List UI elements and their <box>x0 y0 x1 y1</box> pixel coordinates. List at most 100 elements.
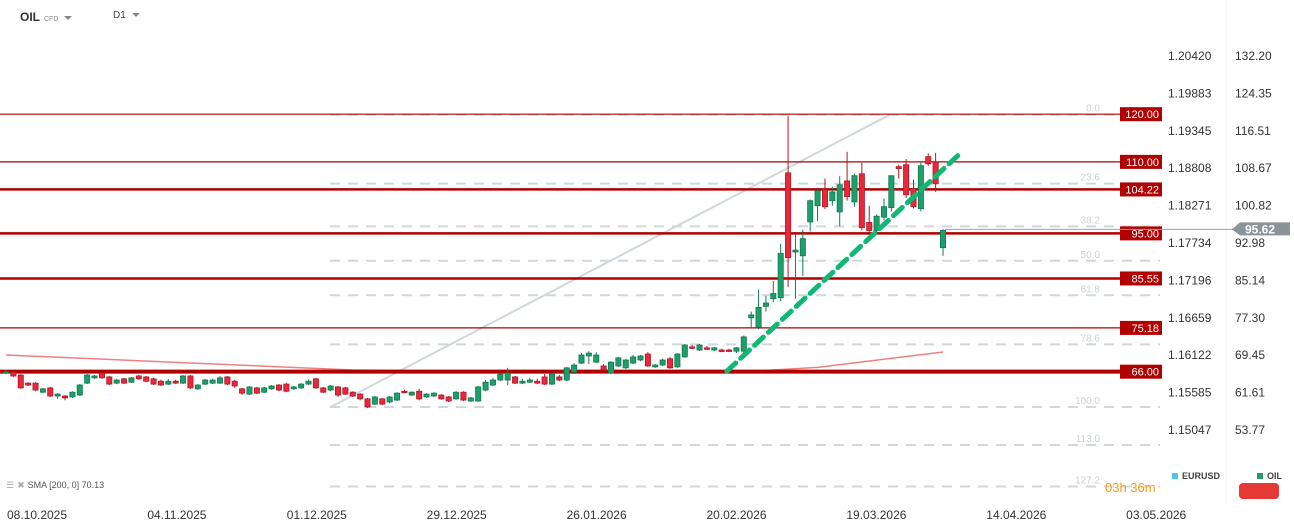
candle <box>844 151 851 201</box>
candle <box>283 383 290 393</box>
fib-level-label: 50.0 <box>1081 250 1101 261</box>
candle <box>135 375 142 380</box>
sell-button[interactable] <box>1239 483 1279 499</box>
date-tick: 26.01.2026 <box>567 508 627 522</box>
candle-body <box>534 380 541 384</box>
candle <box>335 385 342 397</box>
candle <box>84 374 91 385</box>
candle-body <box>157 380 164 386</box>
candle <box>423 393 430 398</box>
candle <box>519 378 526 385</box>
candle-body <box>430 392 437 397</box>
candle <box>925 153 932 166</box>
candle-body <box>497 373 504 381</box>
candle <box>275 384 282 392</box>
candle <box>150 377 157 386</box>
candle <box>858 162 865 231</box>
candle <box>659 358 666 366</box>
candle <box>401 389 408 394</box>
candle <box>408 391 415 396</box>
level-label: 66.00 <box>1131 367 1159 379</box>
candle <box>785 116 792 287</box>
candle <box>253 386 260 395</box>
candle-body <box>335 386 342 396</box>
candle <box>578 353 585 365</box>
candle <box>165 378 172 386</box>
fib-level-label: 113.0 <box>1076 434 1101 445</box>
candle <box>430 392 437 397</box>
candle <box>379 397 386 406</box>
candle <box>762 295 769 312</box>
candle-body <box>283 383 290 392</box>
candle-body <box>39 388 46 393</box>
candle-body <box>888 175 895 209</box>
settings-icon[interactable]: ☰ <box>6 480 15 490</box>
date-tick: 03.05.2026 <box>1126 508 1186 522</box>
candle-body <box>873 215 880 231</box>
candle-body <box>349 391 356 397</box>
candle-body <box>305 380 312 385</box>
candle-body <box>180 375 187 384</box>
candle <box>940 229 947 256</box>
candle <box>246 385 253 396</box>
candle-body <box>866 222 873 231</box>
candle <box>239 387 246 396</box>
price-tick-eurusd: 1.19345 <box>1168 124 1212 138</box>
legend-swatch <box>1172 473 1178 479</box>
level-label: 120.00 <box>1125 109 1159 121</box>
candle <box>305 379 312 386</box>
candle-body <box>275 384 282 391</box>
candle-body <box>224 376 231 385</box>
candle-body <box>54 393 61 397</box>
candle <box>829 186 836 206</box>
candle <box>47 386 54 397</box>
candle-body <box>25 382 32 386</box>
candle <box>512 375 519 385</box>
price-tick-eurusd: 1.19883 <box>1168 86 1212 100</box>
candle <box>3 370 9 375</box>
candle <box>777 243 784 302</box>
candle-body <box>438 394 445 400</box>
candle-body <box>246 386 253 395</box>
fib-anchor-line <box>330 113 891 408</box>
timeframe-selector[interactable]: D1 <box>113 10 140 21</box>
candles <box>3 116 947 408</box>
candle <box>106 375 113 386</box>
date-tick: 08.10.2025 <box>7 508 67 522</box>
candle-body <box>851 175 858 203</box>
candle <box>194 384 201 390</box>
candle-body <box>475 386 482 402</box>
candle-body <box>209 379 216 384</box>
candle-body <box>386 396 393 403</box>
candle-body <box>814 190 821 207</box>
candle-body <box>482 381 489 391</box>
sma-line <box>5 351 944 373</box>
candle-body <box>379 398 386 405</box>
candle-body <box>106 376 113 385</box>
symbol-selector[interactable]: OIL CFD <box>20 10 73 24</box>
candle <box>851 173 858 207</box>
candle <box>290 385 297 390</box>
candle <box>726 348 733 353</box>
level-label: 75.18 <box>1131 323 1159 335</box>
level-label-bg <box>1120 154 1162 169</box>
time-axis: 08.10.2025 04.11.2025 01.12.2025 29.12.2025… <box>7 508 1187 522</box>
candle-body <box>76 384 83 396</box>
candle <box>349 391 356 397</box>
price-tick-eurusd: 1.16659 <box>1168 311 1212 325</box>
date-tick: 29.12.2025 <box>427 508 487 522</box>
candle <box>880 198 887 221</box>
candle-body <box>696 344 703 351</box>
candle-body <box>62 395 69 399</box>
candle-body <box>187 375 194 389</box>
candle-body <box>423 393 430 398</box>
candle-body <box>703 347 710 350</box>
candle-body <box>718 349 725 352</box>
close-icon[interactable]: ✖ <box>17 480 25 490</box>
candle <box>202 378 209 386</box>
price-tick-oil: 108.67 <box>1235 161 1272 175</box>
candle <box>17 374 24 389</box>
candle <box>25 382 32 386</box>
sma-200-line <box>5 351 944 373</box>
